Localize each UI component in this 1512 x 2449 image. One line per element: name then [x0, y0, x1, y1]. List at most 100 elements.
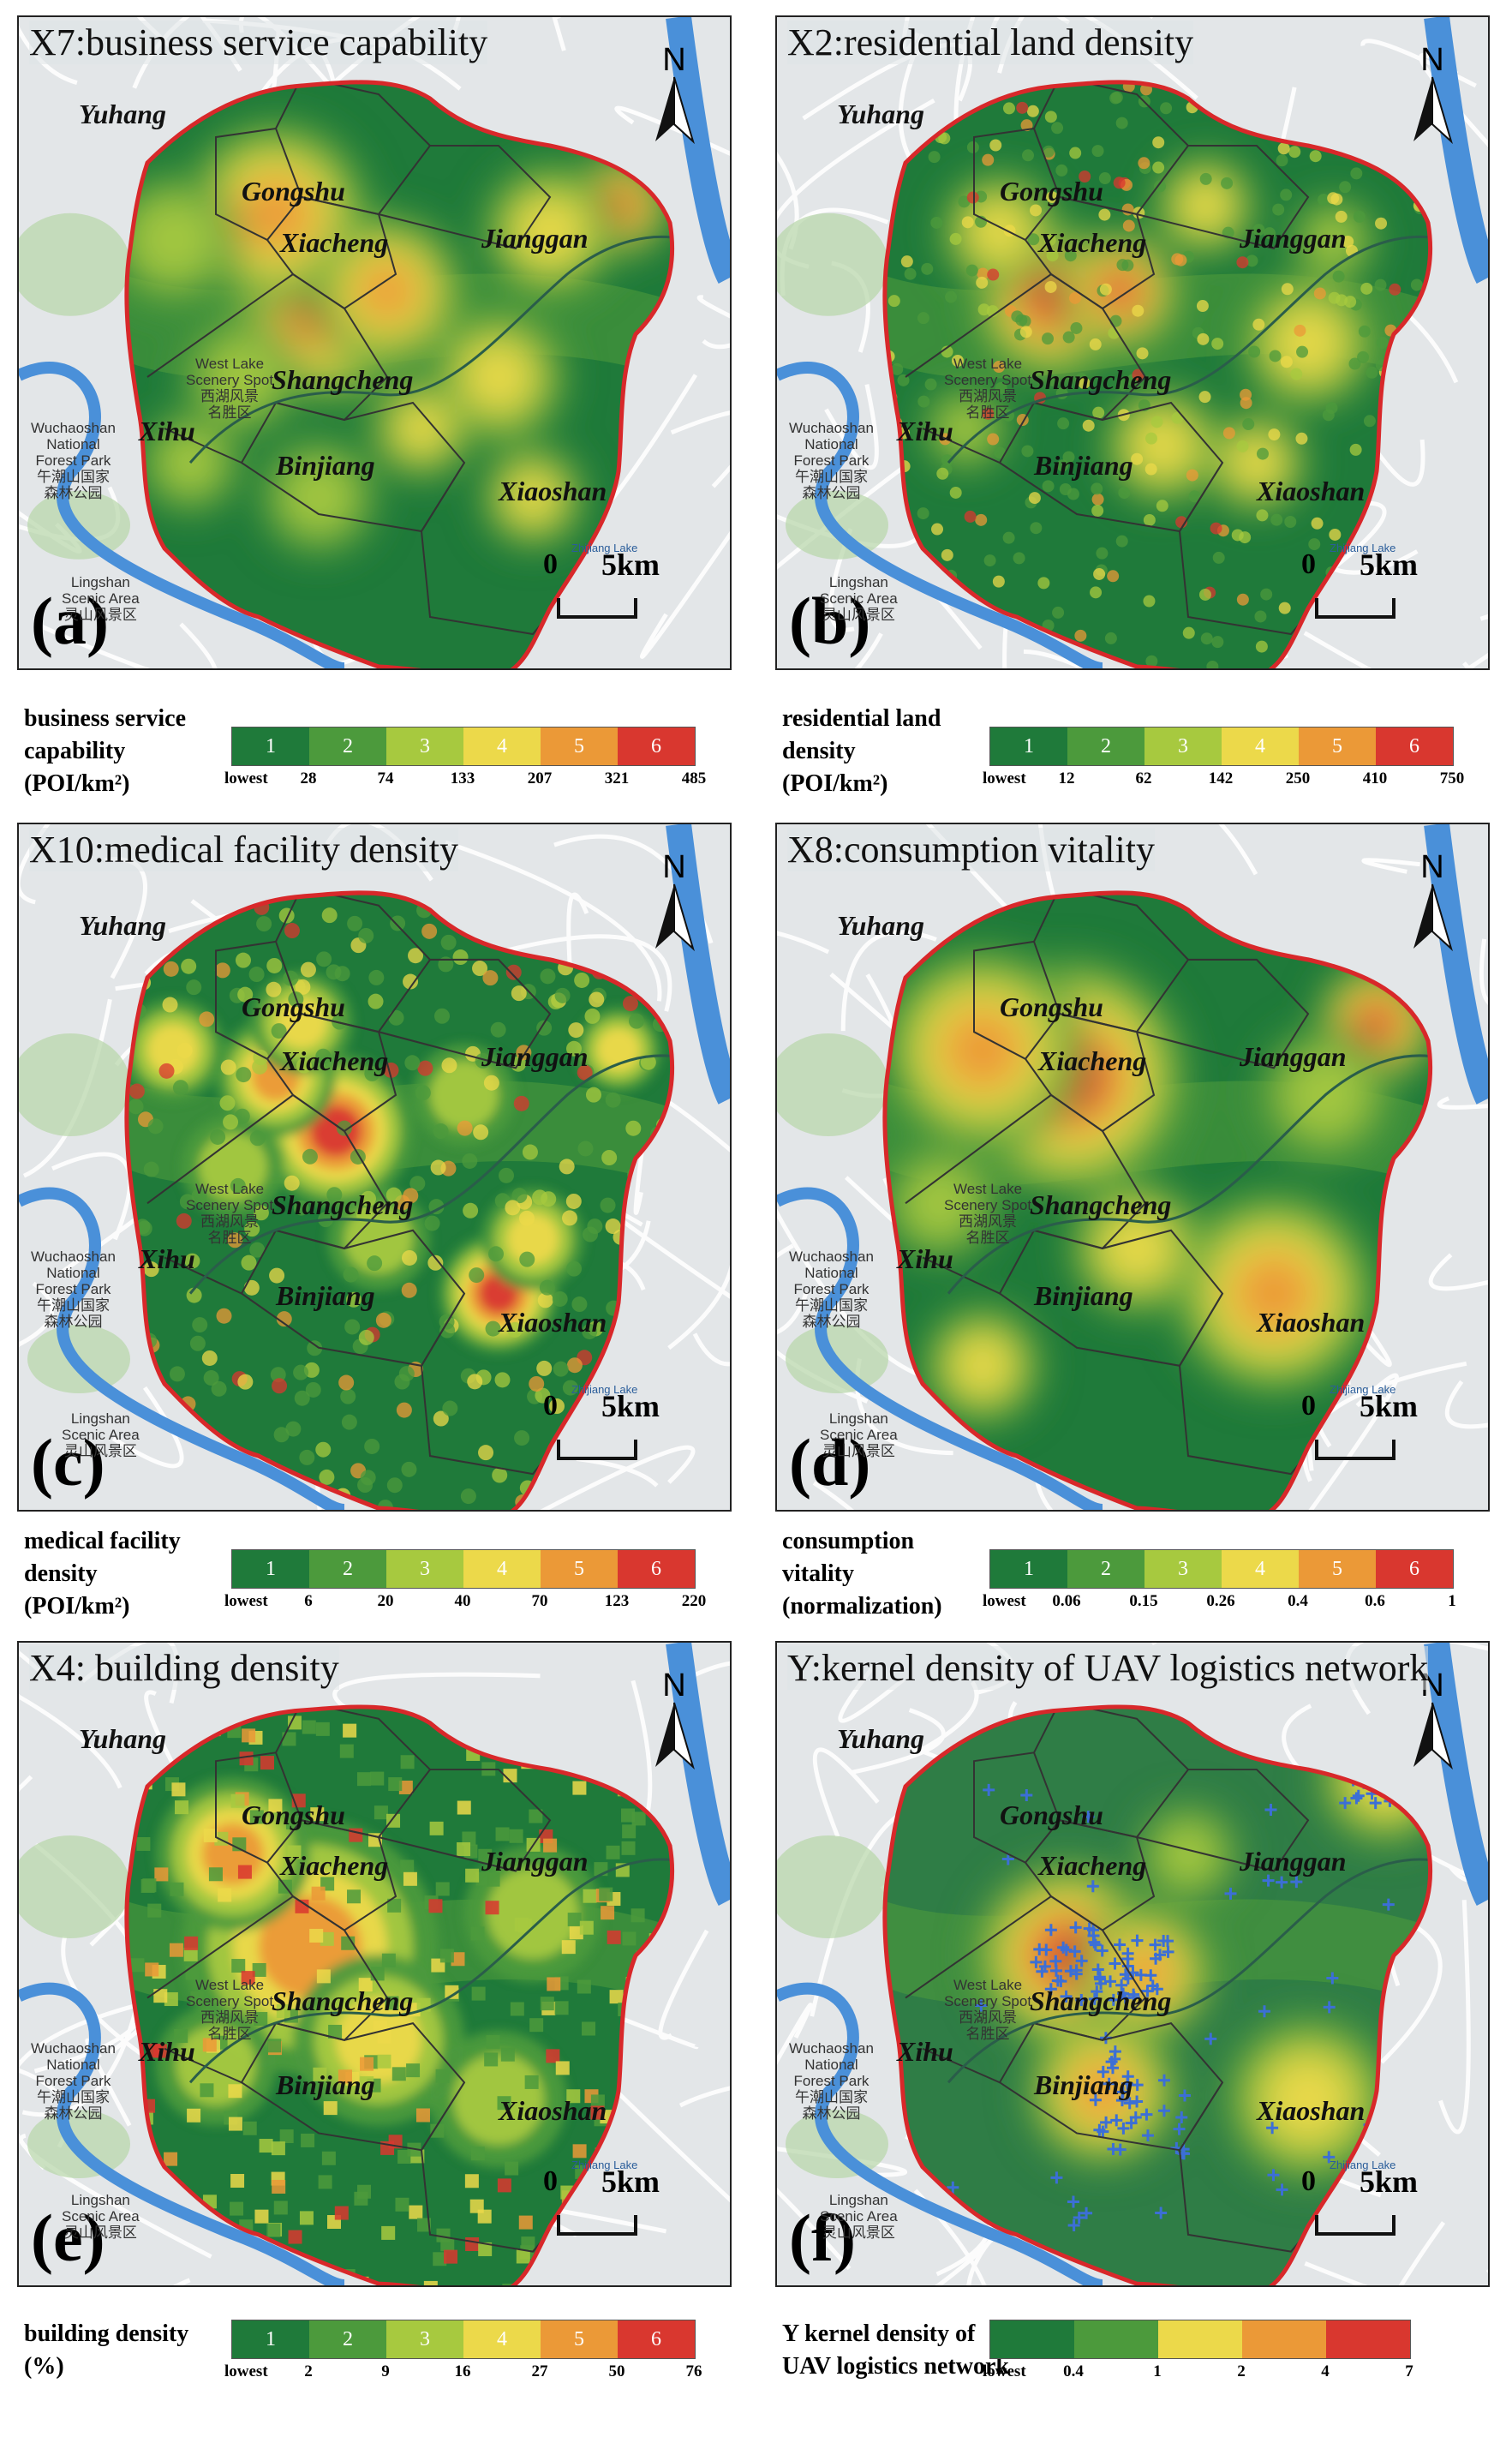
panel-letter: (a)	[31, 584, 109, 658]
legend-ticks: lowest 0.4 1 2 4 7	[983, 2362, 1413, 2383]
map-canvas-d: N	[777, 824, 1488, 1510]
scale-bar	[1315, 598, 1395, 619]
legend-tick: 123	[604, 1592, 630, 1610]
legend-tick: lowest	[983, 1592, 1026, 1610]
north-arrow-icon: N	[1413, 42, 1453, 145]
place-lingshan: Lingshan Scenic Area 灵山风景区	[820, 1410, 898, 1460]
place-wuchaoshan: Wuchaoshan National Forest Park 午潮山国家 森林公园	[31, 2039, 116, 2122]
north-label: N	[1420, 849, 1443, 885]
place-wuchaoshan: Wuchaoshan National Forest Park 午潮山国家 森林公园	[789, 2039, 874, 2122]
north-arrow-icon: N	[1413, 1668, 1453, 1770]
legend-class-2: 2	[1067, 728, 1144, 765]
map-panel-b: N X2:residential land density (b) 0 5km Yuhan…	[775, 15, 1490, 670]
panel-title: X10:medical facility density	[29, 828, 458, 871]
legend-tick: 0.4	[1288, 1592, 1308, 1610]
panel-letter: (e)	[31, 2201, 105, 2275]
study-area-boundary	[124, 890, 675, 1510]
scale-zero-label: 0	[543, 2165, 558, 2197]
legend-tick: 40	[454, 1592, 471, 1610]
legend-tick: 220	[681, 1592, 707, 1610]
place-wuchaoshan: Wuchaoshan National Forest Park 午潮山国家 森林公园	[31, 1248, 116, 1330]
legend-class-3: 3	[1144, 1550, 1222, 1588]
legend-class-6: 6	[618, 2320, 695, 2358]
legend-class-1: 1	[990, 728, 1067, 765]
legend-title: Y kernel density of UAV logistics network	[782, 2320, 1009, 2380]
north-arrow-icon: N	[655, 42, 695, 145]
district-boundaries	[905, 892, 1378, 1476]
legend-class-4: 4	[1222, 728, 1299, 765]
district-label-yuhang: Yuhang	[837, 1722, 924, 1754]
district-label-gongshu: Gongshu	[1000, 176, 1103, 207]
district-label-shangcheng: Shangcheng	[1030, 1189, 1172, 1221]
district-label-jianggan: Jianggan	[1240, 223, 1347, 254]
place-lingshan: Lingshan Scenic Area 灵山风景区	[820, 574, 898, 623]
legend-tick: 410	[1362, 769, 1388, 787]
district-label-binjiang: Binjiang	[1034, 2069, 1133, 2101]
legend-tick: 12	[1058, 769, 1075, 787]
legend-tick: lowest	[224, 1592, 268, 1610]
panel-title: X4: building density	[29, 1646, 339, 1690]
district-label-shangcheng: Shangcheng	[272, 364, 414, 395]
district-label-xihu: Xihu	[897, 1243, 953, 1275]
place-zhijiang: Zhijiang Lake	[571, 2159, 638, 2171]
district-label-xiaoshan: Xiaoshan	[1257, 1307, 1366, 1338]
map-panel-f: N Y:kernel density of UAV logistics netwo…	[775, 1641, 1490, 2287]
place-lingshan: Lingshan Scenic Area 灵山风景区	[62, 574, 140, 623]
district-label-xiaoshan: Xiaoshan	[1257, 476, 1366, 506]
place-west-lake: West Lake Scenery Spot 西湖风景 名胜区	[186, 356, 274, 421]
legend-class-5: 5	[541, 728, 618, 765]
district-label-jianggan: Jianggan	[481, 223, 589, 254]
district-label-xihu: Xihu	[139, 2035, 195, 2067]
legend-class-2: 2	[1067, 1550, 1144, 1588]
legend-class-3	[1158, 2320, 1242, 2358]
map-canvas-c: N	[19, 824, 730, 1510]
district-label-xihu: Xihu	[897, 416, 953, 446]
scale-bar	[557, 2215, 637, 2236]
district-label-shangcheng: Shangcheng	[1030, 364, 1172, 395]
legend-class-1: 1	[232, 728, 309, 765]
legend-tick: lowest	[224, 769, 268, 787]
legend-class-3: 3	[386, 1550, 463, 1588]
legend-title: building density (%)	[24, 2320, 189, 2380]
legend-class-3: 3	[1144, 728, 1222, 765]
district-label-yuhang: Yuhang	[837, 99, 924, 129]
legend-class-2: 2	[309, 2320, 386, 2358]
legend-tick: 133	[450, 769, 475, 787]
map-panel-a: N X7:business service capability (a) 0 5km Yu…	[17, 15, 732, 670]
legend-class-2: 2	[309, 728, 386, 765]
place-zhijiang: Zhijiang Lake	[1330, 542, 1396, 554]
legend-tick: lowest	[983, 769, 1026, 787]
legend-tick: 4	[1321, 2362, 1330, 2380]
scale-bar	[1315, 2215, 1395, 2236]
legend-ticks: lowest 6 20 40 70 123 220	[224, 1592, 706, 1613]
legend-ticks: lowest 2 9 16 27 50 76	[224, 2362, 702, 2383]
district-label-gongshu: Gongshu	[1000, 991, 1103, 1022]
scale-bar	[557, 598, 637, 619]
legend-tick: 9	[381, 2362, 390, 2380]
river	[777, 362, 1103, 668]
north-label: N	[662, 1668, 685, 1704]
district-label-jianggan: Jianggan	[1240, 1040, 1347, 1072]
district-label-jianggan: Jianggan	[1240, 1845, 1347, 1877]
north-arrow-icon: N	[655, 1668, 695, 1770]
legend-class-5: 5	[1299, 728, 1376, 765]
legend-class-1: 1	[990, 1550, 1067, 1588]
place-west-lake: West Lake Scenery Spot 西湖风景 名胜区	[944, 1976, 1032, 2042]
legend-title: residential land density (POI/km²)	[782, 705, 941, 797]
district-label-shangcheng: Shangcheng	[272, 1189, 414, 1221]
river	[19, 1187, 345, 1510]
study-area-boundary	[124, 1704, 675, 2285]
scale-bar	[1315, 1440, 1395, 1460]
district-label-gongshu: Gongshu	[1000, 1799, 1103, 1830]
district-label-binjiang: Binjiang	[1034, 1279, 1133, 1311]
map-panel-d: N X8:consumption vitality (d) 0 5km Yuhang Gon…	[775, 823, 1490, 1512]
legend-tick: 750	[1439, 769, 1465, 787]
legend-tick: 1	[1153, 2362, 1162, 2380]
legend-class-3: 3	[386, 2320, 463, 2358]
legend-class-1: 1	[232, 1550, 309, 1588]
legend-class-5	[1326, 2320, 1410, 2358]
scale-five-label: 5km	[1360, 548, 1419, 582]
legend-tick: 7	[1405, 2362, 1413, 2380]
map-canvas-a: N	[19, 17, 730, 668]
